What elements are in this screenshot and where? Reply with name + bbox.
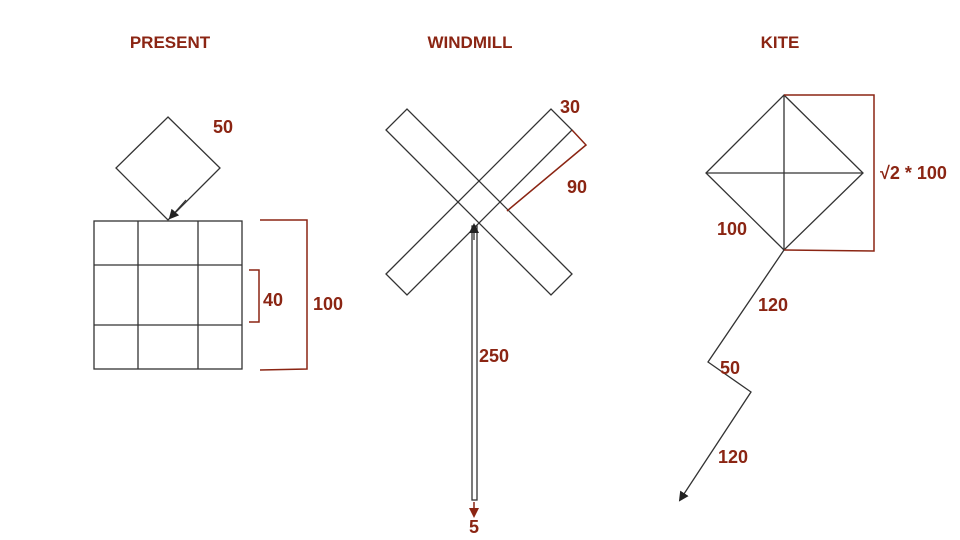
present-outer-box-label: 100 [313, 294, 343, 314]
present-inner-box-label: 40 [263, 290, 283, 310]
windmill-stick-length-label: 250 [479, 346, 509, 366]
present-box [93, 220, 243, 370]
present-title: PRESENT [130, 33, 211, 52]
kite-side-label: 100 [717, 219, 747, 239]
present-diamond [115, 116, 221, 221]
kite-diagonal-dimension-bracket [783, 94, 875, 252]
windmill-blade-dimension-line [506, 129, 588, 212]
present-diamond-side-label: 50 [213, 117, 233, 137]
windmill-stick-width-label: 5 [469, 517, 479, 537]
present-arrow-icon [168, 199, 187, 220]
windmill-figure: WINDMILL 30 90 250 5 [385, 33, 588, 537]
kite-figure: KITE √2 * 100 100 120 50 120 [678, 33, 947, 502]
windmill-blade [385, 108, 573, 296]
kite-tail-segment-3-label: 120 [718, 447, 748, 467]
present-outer-dimension-bracket [259, 219, 308, 371]
windmill-stick [471, 225, 478, 501]
windmill-title: WINDMILL [428, 33, 513, 52]
present-inner-dimension-bracket [249, 269, 260, 323]
present-figure: PRESENT 50 40 100 [93, 33, 343, 371]
kite-tail-segment-1-label: 120 [758, 295, 788, 315]
kite-diagonal-label: √2 * 100 [880, 163, 947, 183]
windmill-blade [385, 108, 573, 296]
kite-tail-segment-2-label: 50 [720, 358, 740, 378]
kite-title: KITE [761, 33, 800, 52]
windmill-blade-length-label: 90 [567, 177, 587, 197]
kite-tail [678, 249, 785, 502]
windmill-blade-width-label: 30 [560, 97, 580, 117]
